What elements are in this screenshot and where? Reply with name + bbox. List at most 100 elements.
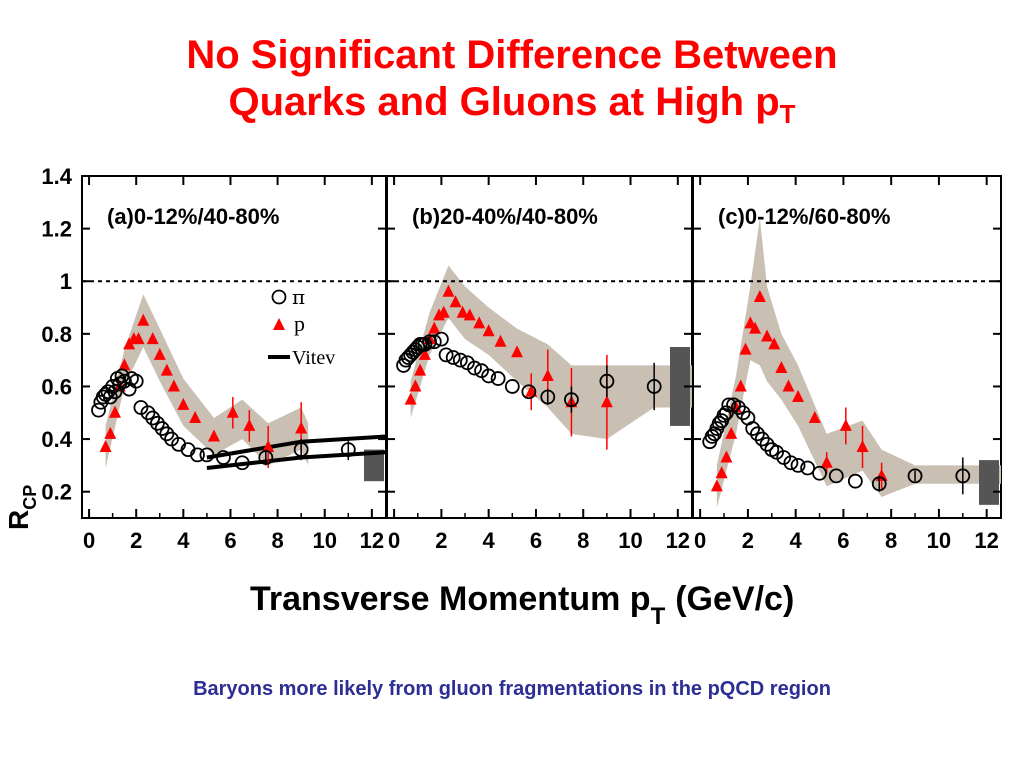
x-tick-label: 4 [177,528,190,553]
normalization-box [364,449,384,482]
proton-point [463,308,476,321]
pion-point [759,436,775,452]
proton-point [118,358,131,371]
slide-title-line1: No Significant Difference Between [186,33,838,77]
normalization-box [670,347,690,426]
pion-point [117,373,132,389]
y-axis-label-sub: CP [20,485,40,510]
proton-point [226,405,239,418]
pion-point [828,468,844,484]
proton-point [720,450,733,463]
pion-point [102,389,118,405]
panel-label: (a)0-12%/40-80% [107,204,279,229]
proton-point [600,395,613,408]
proton-point [739,342,752,355]
panel-2: 0 2 4 6 8 10 12 (b)20-40%/40-80% [386,175,693,553]
pion-point [711,415,727,431]
pion-point [340,442,356,458]
proton-point [782,379,795,392]
pion-point [426,334,442,350]
proton-point [715,466,728,479]
proton-point [177,397,190,410]
y-tick-label: 0.6 [41,374,72,399]
panel-label: (c)0-12%/60-80% [718,204,890,229]
y-tick-label: 1 [60,269,72,294]
proton-point [775,361,788,374]
x-tick-label: 12 [974,528,998,553]
proton-point [761,329,774,342]
proton-point [295,421,308,434]
pion-point [735,405,751,421]
proton-point [167,379,180,392]
x-axis-label: Transverse Momentum pT (GeV/c) [250,580,794,630]
proton-point [418,347,431,360]
pion-point [745,421,761,436]
pion-point [215,450,231,465]
proton-point [108,405,121,418]
x-tick-label: 8 [577,528,589,553]
legend-proton-marker [273,318,285,330]
proton-point [710,479,723,492]
pion-point [540,389,556,405]
proton-point [137,313,150,326]
proton-point [104,426,117,439]
pion-point [234,455,250,471]
pion-point [445,350,461,365]
proton-point [414,363,427,376]
proton-point [442,284,455,297]
pion-point [433,331,449,347]
pion-point [783,455,799,471]
proton-point [808,411,821,424]
pion-point [438,347,454,363]
proton-point [792,389,805,402]
systematic-band [410,265,692,440]
x-tick-label: 2 [435,528,447,553]
pion-point [91,402,106,418]
pion-point [750,426,765,442]
proton-point [820,455,833,468]
proton-point [511,345,524,358]
pion-point [646,379,662,394]
panel-1: 0 2 4 6 8 10 12 0.2 0.4 0.6 0.8 1 1.2 1.4 (a)0-12%/40-… [41,164,387,553]
proton-point [437,305,450,318]
pion-point [790,457,806,473]
x-axis-label-main: Transverse Momentum p [250,580,651,618]
proton-point [494,334,507,347]
proton-point [482,324,495,337]
pion-point [907,468,923,484]
slide-title: No Significant Difference Between Quarks… [0,32,1024,127]
pion-point [140,405,156,421]
pion-point [150,415,165,431]
pion-point [258,450,274,465]
pion-point [800,460,816,476]
proton-point [153,347,166,360]
y-tick-label: 0.2 [41,480,72,505]
footer-caption: Baryons more likely from gluon fragmenta… [193,678,831,700]
proton-point [541,368,554,381]
pion-point [145,410,161,426]
pion-point [599,373,615,389]
proton-point [160,363,173,376]
x-tick-label: 2 [130,528,142,553]
x-tick-label: 10 [618,528,642,553]
x-axis-label-sub: T [651,603,666,630]
proton-point [856,439,869,452]
legend-proton-label: p [294,311,305,336]
x-tick-label: 0 [83,528,95,553]
panels-layer: 0 2 4 6 8 10 12 0.2 0.4 0.6 0.8 1 1.2 1.4 (a)0-12%/40-… [41,164,1002,553]
pion-point [871,476,887,492]
proton-point [753,290,766,303]
pion-point [754,431,770,447]
proton-point [99,439,112,452]
y-tick-label: 0.4 [41,427,72,452]
x-tick-label: 12 [360,528,384,553]
panel-label: (b)20-40%/40-80% [412,204,598,229]
proton-point [404,392,417,405]
pion-point [704,429,720,444]
x-tick-label: 2 [742,528,754,553]
pion-point [721,397,737,413]
proton-point [734,379,747,392]
systematic-band [105,294,309,469]
proton-point [839,418,852,431]
x-tick-label: 4 [790,528,803,553]
